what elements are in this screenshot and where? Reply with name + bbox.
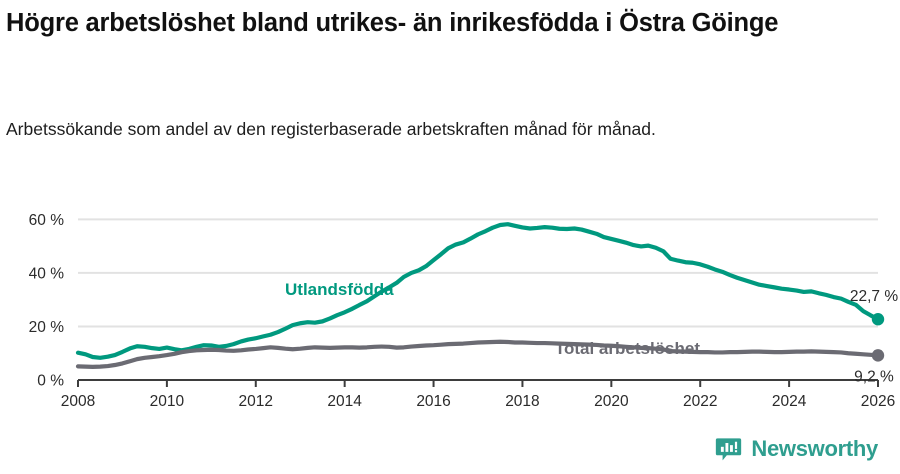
x-tick-label: 2026 (861, 393, 895, 410)
newsworthy-logo[interactable]: Newsworthy (715, 435, 878, 462)
chart-subtitle: Arbetssökande som andel av den registerb… (6, 119, 656, 139)
y-tick-label: 60 % (29, 212, 65, 229)
series-name-labels: Utlandsfödda Total arbetslöshet (285, 280, 700, 358)
y-axis-tick-labels: 0 % 20 % 40 % 60 % (29, 212, 65, 390)
x-tick-label: 2014 (327, 393, 362, 410)
line-chart: 0 % 20 % 40 % 60 % 2008 2010 2012 2014 2016 2018… (0, 196, 900, 416)
series-value-labels: 22,7 % 9,2 % (850, 288, 898, 385)
series-name-label: Utlandsfödda (285, 280, 394, 299)
series-name-label: Total arbetslöshet (555, 339, 700, 358)
y-tick-label: 40 % (29, 265, 65, 282)
x-tick-label: 2016 (416, 393, 450, 410)
x-tick-label: 2008 (61, 393, 95, 410)
y-tick-label: 20 % (29, 319, 65, 336)
x-tick-label: 2020 (594, 393, 629, 410)
x-axis-tick-labels: 2008 2010 2012 2014 2016 2018 2020 2022 2024 2026 (61, 380, 895, 410)
series-value-label: 22,7 % (850, 288, 898, 305)
x-tick-label: 2018 (505, 393, 539, 410)
series-lines (75, 222, 881, 369)
series-line (75, 222, 881, 360)
series-endpoint-dot (871, 349, 885, 362)
x-tick-label: 2024 (772, 393, 807, 410)
chart-svg: 0 % 20 % 40 % 60 % 2008 2010 2012 2014 2016 2018… (29, 212, 899, 410)
bar-chart-bubble-icon (716, 438, 742, 461)
page-title: Högre arbetslöshet bland utrikes- än inr… (6, 9, 779, 37)
logo-text: Newsworthy (751, 435, 878, 461)
y-tick-label: 0 % (37, 373, 64, 390)
series-value-label: 9,2 % (854, 368, 894, 385)
series-endpoint-dot (871, 313, 885, 326)
series-line (75, 339, 881, 369)
gridlines (78, 218, 878, 328)
x-tick-label: 2010 (150, 393, 185, 410)
x-tick-label: 2012 (239, 393, 273, 410)
x-tick-label: 2022 (683, 393, 717, 410)
series-endpoints (871, 313, 885, 362)
